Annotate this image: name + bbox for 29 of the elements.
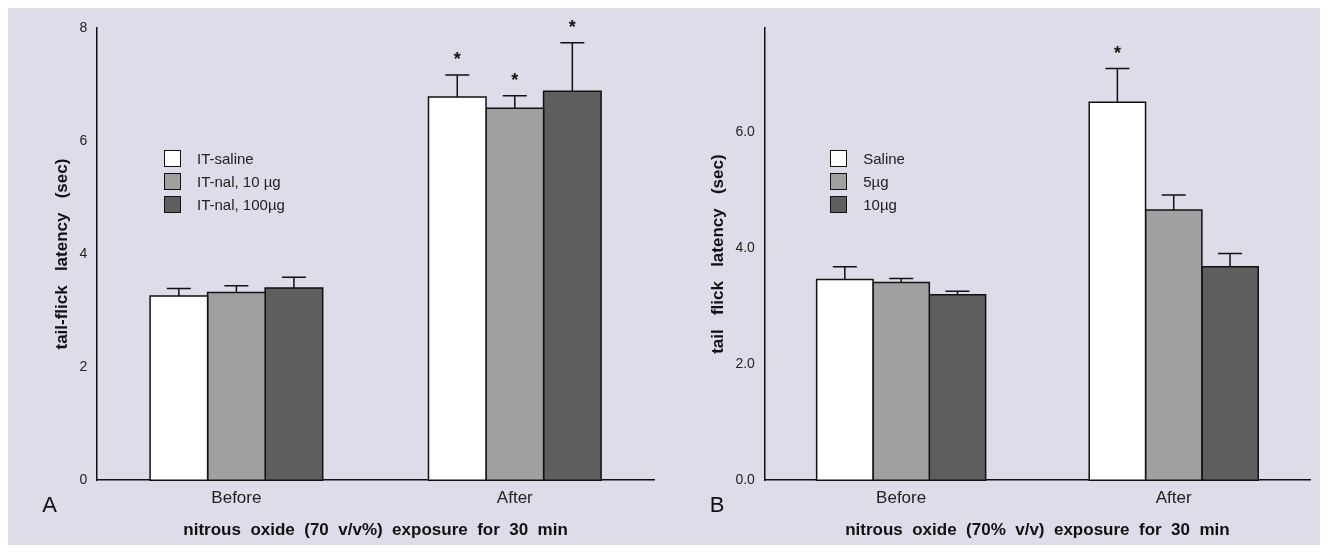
data-label: * [1113, 42, 1121, 63]
y-axis-title: tail flick latency (sec) [707, 154, 727, 354]
data-label: * [453, 48, 461, 69]
y-tick-label: 0.0 [735, 471, 756, 488]
y-tick-label: 6 [79, 131, 88, 148]
x-tick-label: Before [211, 488, 262, 508]
y-tick-label: 0 [79, 471, 88, 488]
legend-label: Saline [863, 150, 905, 168]
text: B [709, 492, 725, 518]
legend-label: 10µg [863, 196, 897, 214]
legend-label: 5µg [863, 173, 889, 191]
y-tick-label: 4.0 [735, 239, 756, 256]
y-tick-label: 8 [79, 18, 88, 35]
legend-label: IT-saline [197, 150, 254, 168]
y-axis-title: tail-flick latency (sec) [51, 158, 71, 350]
y-tick-label: 2 [79, 358, 88, 375]
x-axis-title: nitrous oxide (70 v/v%) exposure for 30 min [183, 520, 568, 540]
y-tick-label: 2.0 [735, 355, 756, 372]
text: A [42, 492, 58, 518]
x-tick-label: Before [876, 488, 927, 508]
x-tick-label: After [1155, 488, 1192, 508]
x-axis-title: nitrous oxide (70% v/v) exposure for 30 min [845, 520, 1230, 540]
legend-label: IT-nal, 100µg [197, 196, 285, 214]
legend-label: IT-nal, 10 µg [197, 173, 281, 191]
x-tick-label: After [496, 488, 534, 508]
data-label: * [511, 69, 519, 90]
y-tick-label: 6.0 [735, 123, 756, 140]
y-tick-label: 4 [79, 244, 88, 261]
data-label: * [568, 16, 576, 37]
